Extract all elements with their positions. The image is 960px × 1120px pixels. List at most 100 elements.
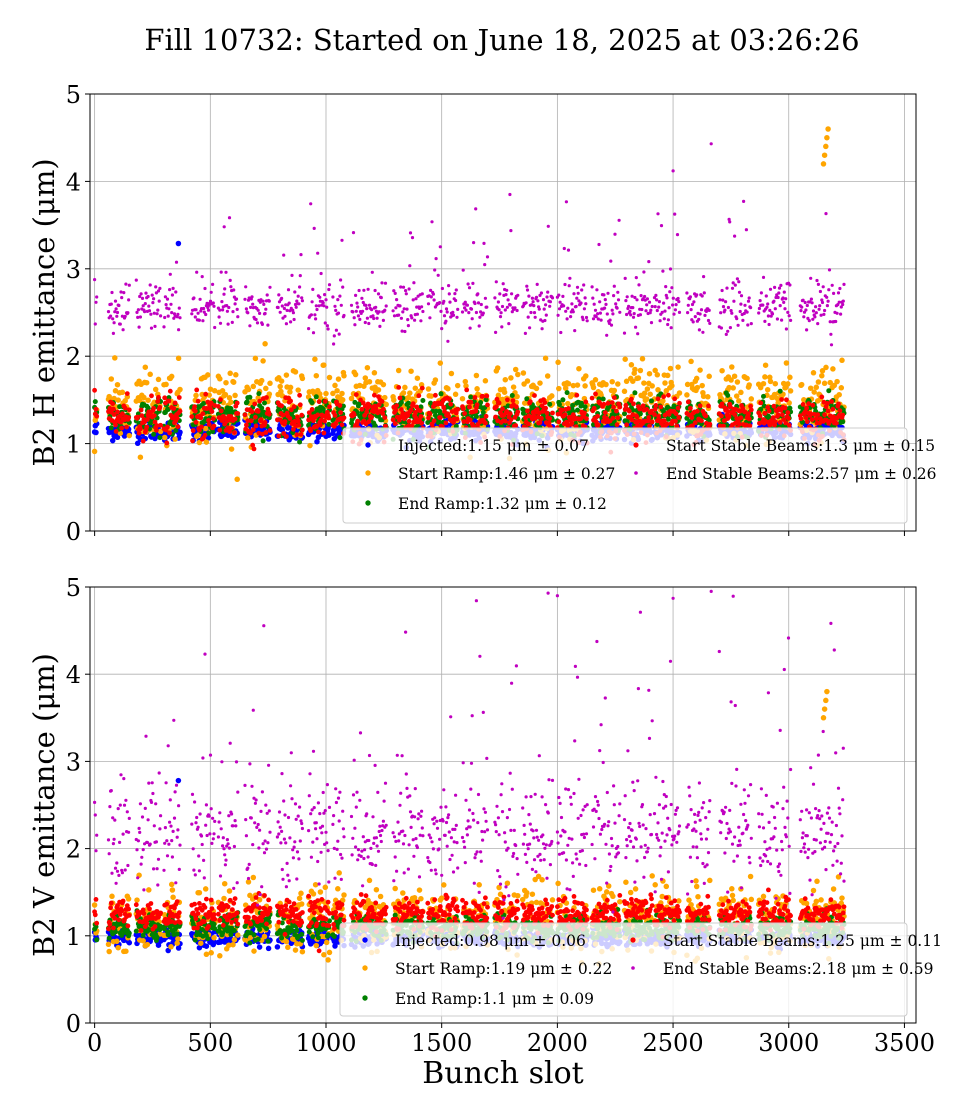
point xyxy=(377,310,381,314)
point xyxy=(392,421,398,426)
point xyxy=(665,296,669,300)
point xyxy=(662,317,666,321)
point xyxy=(312,356,318,362)
point xyxy=(512,366,519,373)
point xyxy=(819,394,825,400)
point xyxy=(280,304,284,308)
point xyxy=(634,276,638,280)
point xyxy=(721,305,726,309)
point xyxy=(169,302,173,306)
point xyxy=(266,411,272,417)
point xyxy=(342,313,346,318)
point xyxy=(829,332,833,336)
point xyxy=(537,307,541,311)
point xyxy=(725,286,729,290)
point xyxy=(433,392,438,398)
point xyxy=(446,339,450,343)
point xyxy=(772,380,779,387)
point xyxy=(699,308,704,312)
point xyxy=(448,370,455,377)
point xyxy=(546,290,550,294)
point xyxy=(408,368,414,374)
point xyxy=(439,309,443,313)
point xyxy=(735,317,739,321)
point xyxy=(778,304,782,308)
y-tick-label: 2 xyxy=(66,343,81,371)
point xyxy=(564,390,570,396)
point xyxy=(163,315,167,320)
point xyxy=(332,342,336,346)
point xyxy=(228,278,232,282)
point xyxy=(567,284,571,288)
point xyxy=(573,329,577,333)
point xyxy=(673,418,678,424)
point xyxy=(670,286,674,290)
point xyxy=(248,418,254,424)
point xyxy=(115,314,119,318)
point xyxy=(300,427,305,433)
point xyxy=(190,312,194,316)
point xyxy=(326,415,332,421)
point xyxy=(813,384,820,391)
point xyxy=(766,314,771,318)
point xyxy=(353,392,359,397)
point xyxy=(494,330,498,334)
point xyxy=(541,298,546,302)
point xyxy=(611,404,616,410)
point xyxy=(135,310,139,314)
point xyxy=(609,323,614,327)
point xyxy=(332,382,338,389)
point xyxy=(641,380,647,386)
point xyxy=(728,326,733,330)
point xyxy=(398,304,402,308)
point xyxy=(748,396,755,402)
point xyxy=(126,939,133,946)
point xyxy=(840,412,846,418)
point xyxy=(504,293,508,297)
point xyxy=(244,399,250,405)
point xyxy=(298,432,304,437)
point xyxy=(561,294,565,298)
point xyxy=(739,302,743,306)
point xyxy=(323,321,327,325)
point xyxy=(695,408,700,414)
point xyxy=(800,305,804,309)
point xyxy=(380,411,386,416)
point xyxy=(447,284,451,288)
point xyxy=(235,307,239,311)
point xyxy=(668,267,673,271)
point xyxy=(294,432,300,438)
point xyxy=(379,399,385,404)
legend-marker xyxy=(365,470,371,476)
point xyxy=(639,294,643,298)
point xyxy=(546,420,552,426)
point xyxy=(582,410,587,416)
point xyxy=(662,380,668,386)
point xyxy=(264,395,269,400)
point xyxy=(662,301,666,305)
point xyxy=(94,300,98,304)
point xyxy=(297,439,303,445)
point xyxy=(653,305,657,309)
point xyxy=(721,298,725,302)
point xyxy=(702,275,706,279)
point xyxy=(321,430,327,436)
point xyxy=(829,399,834,404)
point xyxy=(352,316,356,320)
point xyxy=(147,304,151,308)
point xyxy=(805,328,809,332)
point xyxy=(537,380,543,386)
point xyxy=(672,396,678,402)
point xyxy=(571,310,575,314)
point xyxy=(783,307,787,311)
point xyxy=(676,415,682,420)
point xyxy=(310,300,314,304)
point xyxy=(640,307,644,312)
point xyxy=(316,429,321,435)
point xyxy=(219,388,226,394)
point xyxy=(594,315,598,319)
point xyxy=(216,404,221,409)
point xyxy=(622,411,627,417)
point xyxy=(149,312,153,316)
point xyxy=(706,318,711,323)
